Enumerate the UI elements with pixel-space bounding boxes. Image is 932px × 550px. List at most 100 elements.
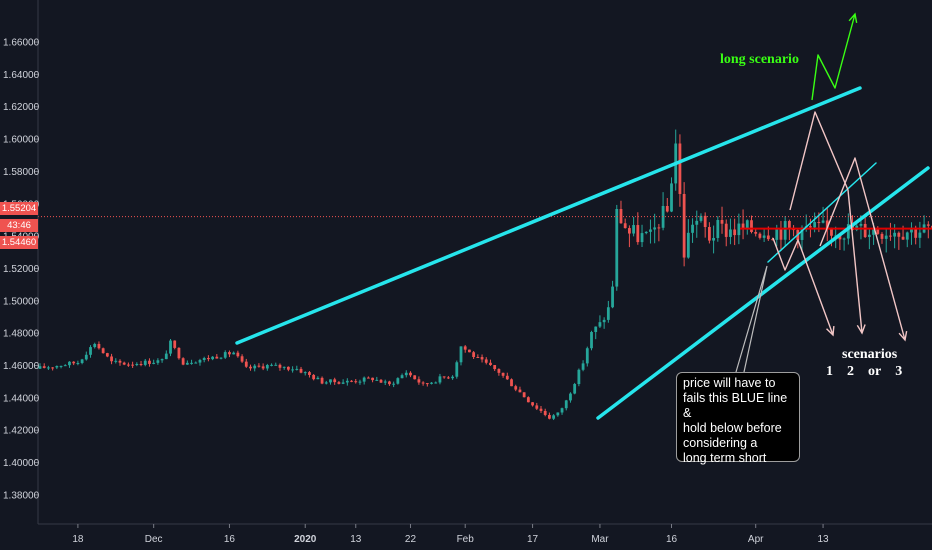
candle-body [514,386,517,389]
candle-body [363,378,366,382]
candle-body [161,359,164,360]
candle-body [649,229,652,231]
candle-body [114,361,117,362]
drawings [38,14,932,418]
candle-body [321,378,324,384]
candle-body [371,378,374,380]
candle-body [380,380,383,383]
candle-body [135,364,138,365]
candle-body [325,382,328,383]
candle-body [287,367,290,370]
candle-body [552,415,555,418]
note-callout: price will have to fails this BLUE line … [676,372,800,462]
candle-body [258,366,261,367]
long-scenario-arrow [812,14,855,100]
candle-body [573,384,576,394]
candle-body [510,379,513,386]
candle-body [434,382,437,383]
candle-body [493,365,496,369]
y-tick-label: 1.64000 [3,70,40,81]
candle-body [763,236,766,238]
upper-trendline [237,88,860,343]
candle-body [430,383,433,384]
candle-body [481,357,484,359]
candle-body [60,366,63,367]
candle-body [266,365,269,368]
candle-body [152,363,155,364]
candle-body [249,367,252,369]
candle-body [140,364,143,365]
candle-body [636,225,639,242]
candle-body [72,362,75,364]
x-tick-label: 13 [350,534,362,545]
candle-body [270,365,273,366]
candle-body [889,236,892,237]
candle-body [582,363,585,369]
candle-body [68,362,71,365]
candle-body [497,369,500,373]
note-line: considering a [683,436,793,451]
scenario-number: or [868,364,881,380]
candle-body [186,363,189,365]
candle-body [540,409,543,411]
candle-body [893,233,896,237]
candle-body [590,332,593,348]
candle-body [384,381,387,382]
candle-body [586,348,589,363]
note-pointer [736,266,767,372]
candle-body [55,366,58,367]
candle-body [102,348,105,353]
y-tick-label: 1.44000 [3,393,40,404]
candle-body [704,216,707,227]
candle-body [691,225,694,233]
candle-body [329,379,332,382]
candle-body [388,381,391,384]
candle-body [489,363,492,365]
candle-body [455,362,458,376]
candle-body [215,357,218,359]
note-line: fails this BLUE line & [683,391,793,421]
candle-body [679,144,682,194]
x-axis[interactable]: 18 Dec 16 2020 13 22 Feb 17 Mar 16 Apr 13 [38,524,932,545]
candle-body [106,353,109,356]
candle-body [76,363,79,364]
candle-body [641,233,644,242]
candle-body [443,376,446,377]
candle-body [123,363,126,365]
y-tick-label: 1.50000 [3,296,40,307]
candle-body [47,367,50,368]
scenario-number: 3 [895,364,902,380]
x-tick-label: 2020 [294,534,317,545]
y-axis[interactable]: 1.660001.640001.620001.600001.580001.560… [3,0,40,524]
candle-body [527,397,530,402]
candle-body [897,233,900,237]
x-tick-label: Dec [145,534,163,545]
candle-body [51,367,54,368]
candle-body [131,365,134,366]
candle-body [43,366,46,368]
candle-body [279,365,282,368]
scenario-1-arrow [773,238,833,335]
candle-body [817,222,820,223]
candle-body [144,361,147,365]
x-tick-label: 17 [527,534,539,545]
candle-body [367,378,370,379]
x-tick-label: Apr [748,534,764,545]
candle-body [860,224,863,226]
candle-body [178,348,181,358]
note-line: hold below before [683,421,793,436]
candle-body [653,227,656,229]
y-tick-label: 1.66000 [3,38,40,49]
x-tick-label: 16 [666,534,678,545]
candle-body [746,220,749,228]
candle-body [599,322,602,326]
candle-body [232,353,235,355]
candle-body [169,341,172,354]
x-tick-label: 18 [72,534,84,545]
x-tick-label: Feb [457,534,475,545]
candle-body [531,402,534,405]
candle-body [906,232,909,239]
candle-body [759,234,762,238]
candle-body [615,209,618,287]
